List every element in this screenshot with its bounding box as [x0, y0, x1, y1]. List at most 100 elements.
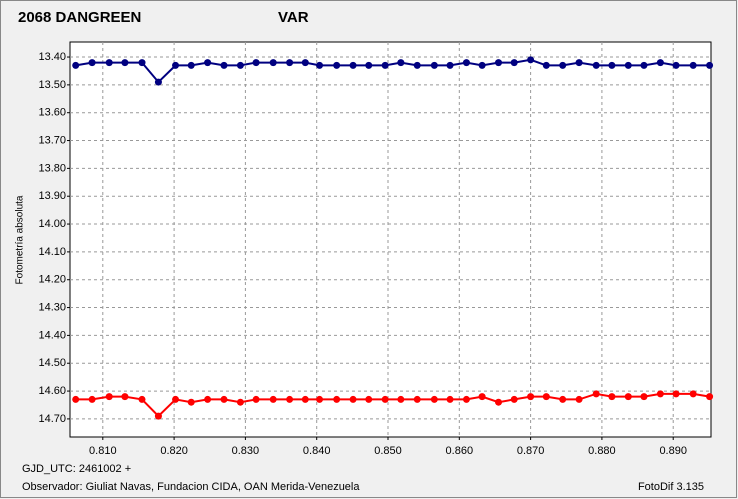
data-point — [640, 61, 648, 69]
data-point — [72, 395, 80, 403]
x-tick-label: 0.820 — [160, 445, 188, 457]
data-point — [333, 61, 341, 69]
data-point — [656, 59, 664, 67]
y-tick-label: 14.40 — [38, 329, 66, 341]
data-point — [286, 395, 294, 403]
data-point — [478, 61, 486, 69]
data-point — [381, 395, 389, 403]
data-point — [172, 395, 180, 403]
x-tick-label: 0.810 — [89, 445, 117, 457]
data-point — [575, 395, 583, 403]
series-name: VAR — [278, 9, 309, 26]
x-tick-label: 0.880 — [588, 445, 616, 457]
data-point — [706, 393, 714, 401]
data-point — [495, 398, 503, 406]
data-point — [154, 412, 162, 420]
data-point — [220, 395, 228, 403]
data-point — [121, 59, 129, 67]
data-point — [333, 395, 341, 403]
data-point — [301, 59, 309, 67]
data-point — [510, 395, 518, 403]
data-point — [316, 61, 324, 69]
data-point — [413, 61, 421, 69]
x-tick-label: 0.850 — [374, 445, 402, 457]
y-tick-label: 14.50 — [38, 357, 66, 369]
data-point — [381, 61, 389, 69]
data-point — [397, 59, 405, 67]
data-point — [430, 395, 438, 403]
data-point — [88, 395, 96, 403]
data-point — [592, 390, 600, 398]
data-point — [236, 398, 244, 406]
data-point — [559, 61, 567, 69]
data-point — [172, 61, 180, 69]
data-point — [413, 395, 421, 403]
data-point — [154, 78, 162, 86]
data-point — [121, 393, 129, 401]
footer-text: Observador: Giuliat Navas, Fundacion CID… — [22, 481, 360, 493]
y-tick-label: 14.20 — [38, 274, 66, 286]
data-point — [672, 61, 680, 69]
y-tick-label: 13.90 — [38, 190, 66, 202]
y-tick-label: 13.40 — [38, 51, 66, 63]
y-tick-label: 13.60 — [38, 107, 66, 119]
data-point — [624, 393, 632, 401]
data-point — [462, 395, 470, 403]
data-point — [624, 61, 632, 69]
plot-area — [69, 41, 712, 438]
x-tick-label: 0.890 — [659, 445, 687, 457]
series-line — [75, 392, 710, 418]
y-tick-label: 14.30 — [38, 301, 66, 313]
y-tick-label: 13.80 — [38, 162, 66, 174]
data-point — [510, 59, 518, 67]
data-point — [252, 59, 260, 67]
data-point — [301, 395, 309, 403]
footer-text: GJD_UTC: 2461002 + — [22, 463, 131, 475]
data-point — [656, 390, 664, 398]
data-point — [138, 59, 146, 67]
data-point — [88, 59, 96, 67]
data-point — [365, 395, 373, 403]
data-point — [187, 398, 195, 406]
data-point — [446, 61, 454, 69]
data-point — [559, 395, 567, 403]
data-point — [220, 61, 228, 69]
y-tick-label: 13.70 — [38, 134, 66, 146]
data-point — [269, 59, 277, 67]
data-point — [349, 395, 357, 403]
data-point — [446, 395, 454, 403]
data-point — [397, 395, 405, 403]
y-axis-label: Fotometría absoluta — [15, 195, 26, 284]
data-point — [592, 61, 600, 69]
data-point — [286, 59, 294, 67]
data-point — [672, 390, 680, 398]
data-point — [462, 59, 470, 67]
data-point — [138, 395, 146, 403]
series-name: 2068 DANGREEN — [18, 9, 141, 26]
data-point — [269, 395, 277, 403]
data-point — [689, 61, 697, 69]
series-line — [75, 58, 710, 84]
data-point — [187, 61, 195, 69]
y-tick-label: 14.60 — [38, 385, 66, 397]
data-point — [542, 61, 550, 69]
y-tick-label: 14.00 — [38, 218, 66, 230]
data-point — [365, 61, 373, 69]
data-point — [349, 61, 357, 69]
data-point — [252, 395, 260, 403]
x-tick-label: 0.840 — [303, 445, 331, 457]
data-point — [72, 61, 80, 69]
data-point — [575, 59, 583, 67]
data-point — [430, 61, 438, 69]
data-point — [542, 393, 550, 401]
data-point — [706, 61, 714, 69]
x-tick-label: 0.870 — [517, 445, 545, 457]
data-point — [236, 61, 244, 69]
data-point — [608, 393, 616, 401]
y-tick-label: 13.50 — [38, 79, 66, 91]
x-tick-label: 0.860 — [446, 445, 474, 457]
data-point — [204, 395, 212, 403]
x-tick-label: 0.830 — [232, 445, 260, 457]
